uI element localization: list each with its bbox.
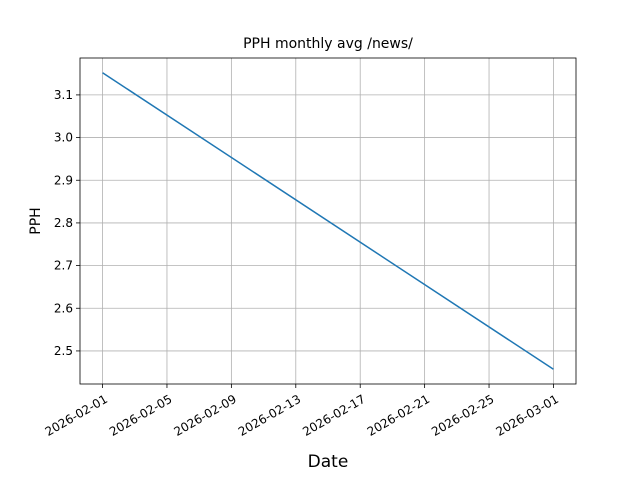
x-tick-label: 2026-02-05 — [107, 392, 174, 439]
x-tick-label: 2026-02-13 — [236, 392, 303, 439]
plot-frame — [79, 57, 577, 385]
x-tick-label: 2026-03-01 — [494, 392, 561, 439]
chart-title: PPH monthly avg /news/ — [243, 36, 413, 52]
x-tick-label: 2026-02-25 — [429, 392, 496, 439]
x-tick-label: 2026-02-17 — [300, 392, 367, 439]
x-axis-label: Date — [308, 452, 349, 472]
data-line — [102, 72, 554, 370]
x-tick-label: 2026-02-01 — [43, 392, 110, 439]
y-tick-label: 3.0 — [54, 131, 73, 145]
y-tick-label: 2.7 — [54, 259, 73, 273]
x-tick-label: 2026-02-21 — [365, 392, 432, 439]
y-tick-label: 3.1 — [54, 88, 73, 102]
y-tick-label: 2.8 — [54, 216, 73, 230]
y-tick-label: 2.6 — [54, 301, 73, 315]
y-tick-label: 2.9 — [54, 173, 73, 187]
y-axis-label: PPH — [28, 207, 44, 234]
x-tick-label: 2026-02-09 — [171, 392, 238, 439]
y-tick-label: 2.5 — [54, 344, 73, 358]
